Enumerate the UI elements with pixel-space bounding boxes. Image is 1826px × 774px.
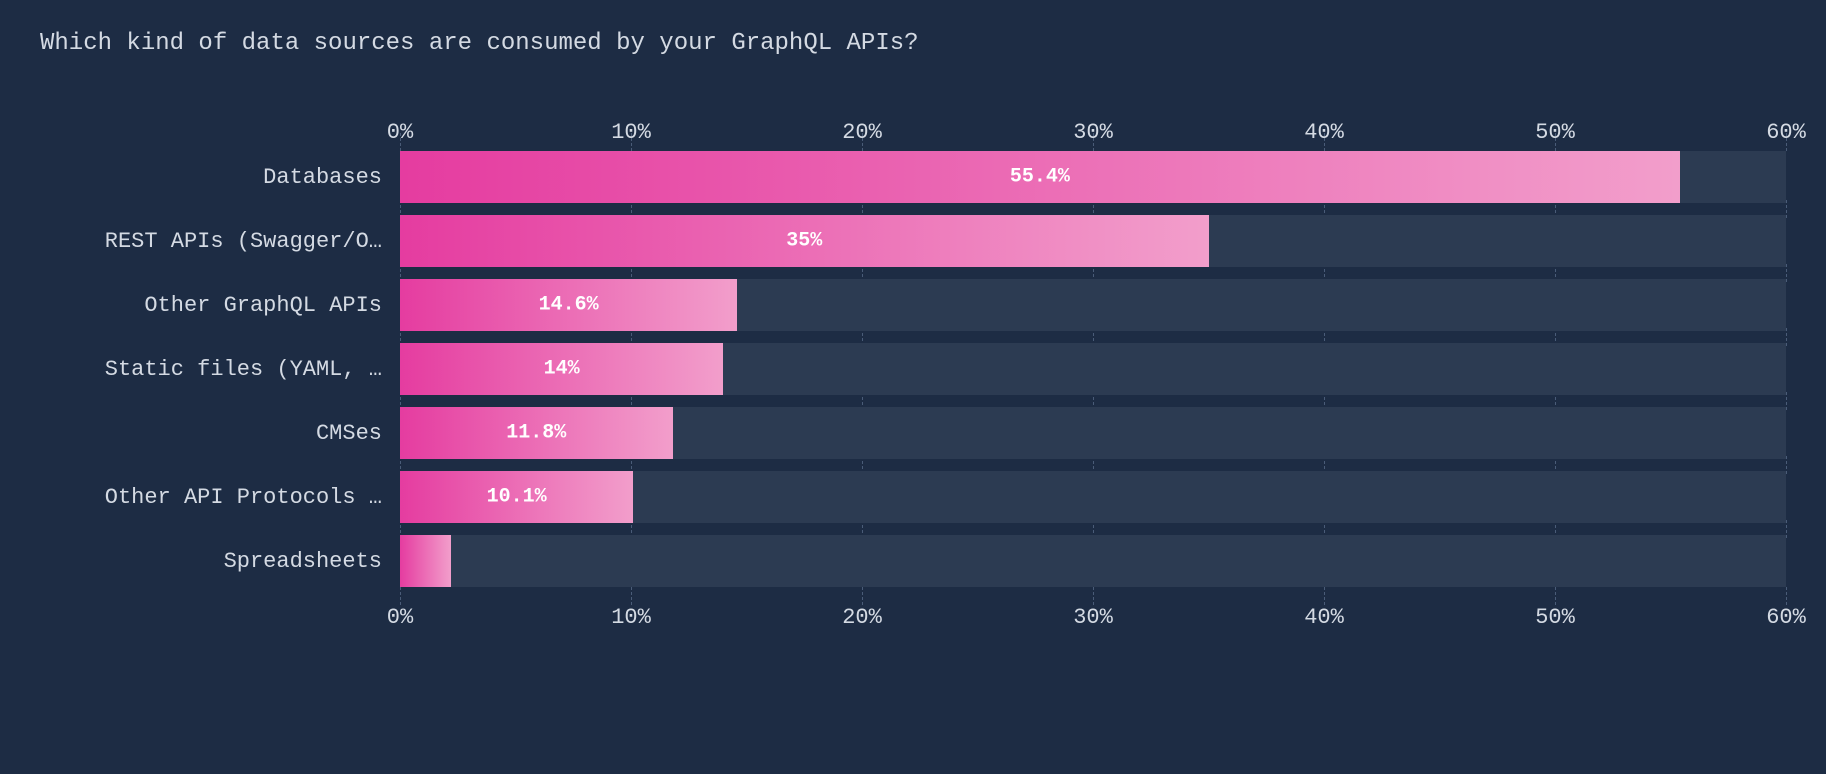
bar-row: 14.6% [400, 279, 1786, 331]
bar-fill: 55.4% [400, 151, 1680, 203]
bar-value-label: 55.4% [1010, 166, 1070, 189]
bar-value-label: 10.1% [487, 486, 547, 509]
axis-tick: 30% [1073, 605, 1113, 630]
axis-tick: 40% [1304, 605, 1344, 630]
x-axis-top: 0%10%20%30%40%50%60% [400, 107, 1786, 151]
category-label: Databases [40, 151, 382, 203]
bar-value-label: 14.6% [539, 294, 599, 317]
chart-title: Which kind of data sources are consumed … [40, 30, 1786, 57]
category-labels-column: Databases REST APIs (Swagger/O… Other Gr… [40, 107, 400, 643]
bar-fill: 14% [400, 343, 723, 395]
axis-tick: 20% [842, 120, 882, 145]
axis-tick: 60% [1766, 120, 1806, 145]
plot-area: 0%10%20%30%40%50%60% 55.4%35%14.6%14%11.… [400, 107, 1786, 643]
category-label: Other GraphQL APIs [40, 279, 382, 331]
axis-tick: 40% [1304, 120, 1344, 145]
axis-tick: 10% [611, 120, 651, 145]
axis-tick: 0% [387, 605, 413, 630]
category-label: REST APIs (Swagger/O… [40, 215, 382, 267]
axis-tick: 50% [1535, 120, 1575, 145]
bar-fill: 10.1% [400, 471, 633, 523]
axis-tick: 20% [842, 605, 882, 630]
category-label: Static files (YAML, … [40, 343, 382, 395]
category-label: CMSes [40, 407, 382, 459]
axis-tick: 0% [387, 120, 413, 145]
bar-fill: 14.6% [400, 279, 737, 331]
bar-value-label: 35% [786, 230, 822, 253]
bar-value-label: 11.8% [506, 422, 566, 445]
axis-tick: 50% [1535, 605, 1575, 630]
bar-row [400, 535, 1786, 587]
axis-tick: 30% [1073, 120, 1113, 145]
x-axis-bottom: 0%10%20%30%40%50%60% [400, 599, 1786, 643]
axis-tick: 60% [1766, 605, 1806, 630]
bar-fill [400, 535, 451, 587]
bar-fill: 35% [400, 215, 1209, 267]
bar-fill: 11.8% [400, 407, 673, 459]
bar-row: 10.1% [400, 471, 1786, 523]
bar-value-label: 14% [544, 358, 580, 381]
category-label: Other API Protocols … [40, 471, 382, 523]
bar-row: 11.8% [400, 407, 1786, 459]
bar-track [400, 535, 1786, 587]
category-label: Spreadsheets [40, 535, 382, 587]
bars-area: 55.4% 35% 14.6% 14% 11.8% 10.1% [400, 151, 1786, 599]
chart: Databases REST APIs (Swagger/O… Other Gr… [40, 107, 1786, 643]
bar-row: 14% [400, 343, 1786, 395]
bar-row: 55.4% [400, 151, 1786, 203]
bar-row: 35% [400, 215, 1786, 267]
axis-tick: 10% [611, 605, 651, 630]
